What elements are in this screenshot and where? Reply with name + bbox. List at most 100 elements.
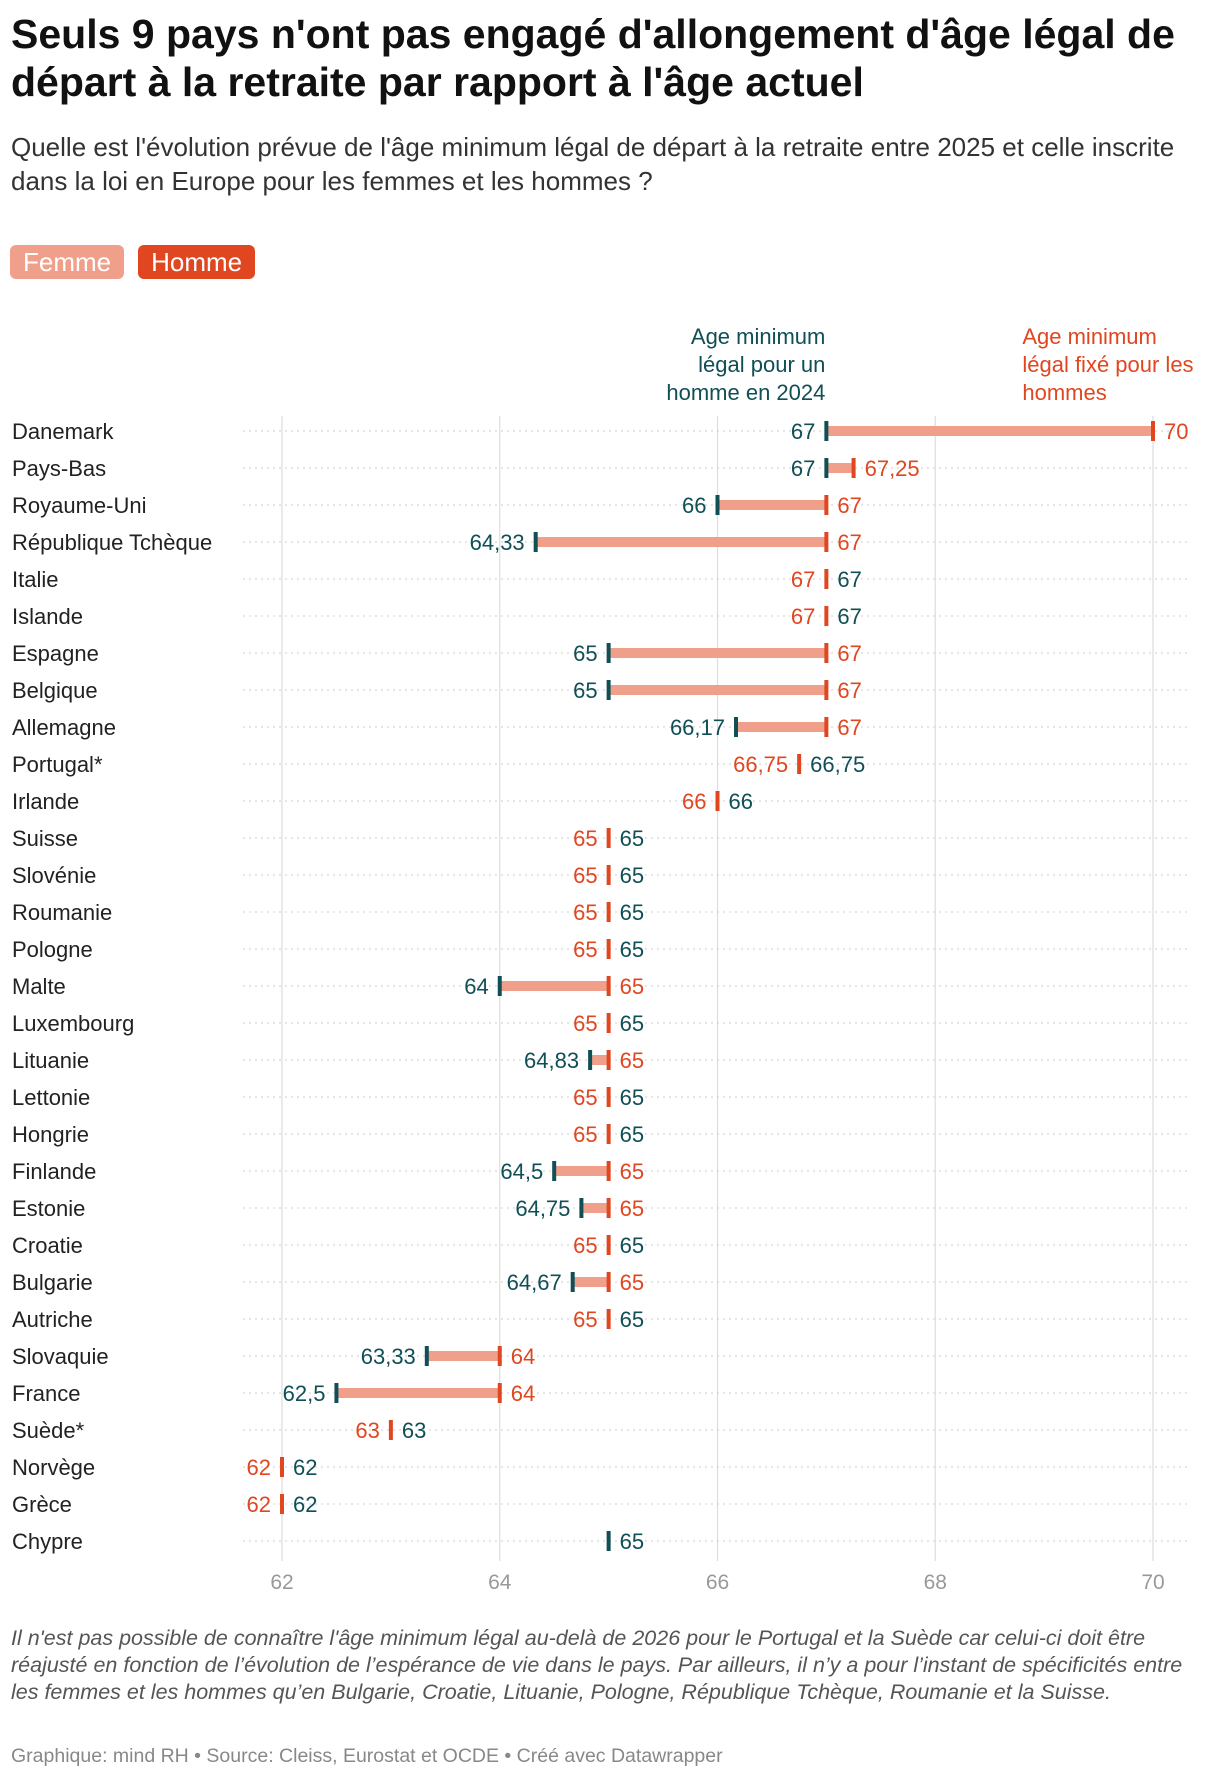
current-value-label: 67 — [837, 604, 861, 629]
target-marker — [280, 1457, 284, 1477]
target-value-label: 65 — [573, 826, 597, 851]
country-label: Allemagne — [12, 715, 116, 740]
target-marker — [497, 1346, 502, 1366]
legend-femme[interactable]: Femme — [10, 245, 125, 279]
current-marker — [606, 1531, 611, 1551]
target-marker — [606, 1087, 611, 1107]
current-value-label: 65 — [620, 863, 644, 888]
target-value-label: 63 — [355, 1418, 379, 1443]
current-value-label: 65 — [573, 678, 597, 703]
country-label: Portugal* — [12, 752, 103, 777]
current-marker — [497, 976, 502, 996]
current-marker — [588, 1050, 593, 1070]
current-value-label: 62,5 — [283, 1381, 326, 1406]
range-bar — [736, 722, 827, 732]
target-value-label: 67,25 — [865, 456, 920, 481]
legend: Femme Homme — [10, 245, 256, 279]
target-value-label: 62 — [247, 1455, 271, 1480]
source-footer: Graphique: mind RH • Source: Cleiss, Eur… — [11, 1745, 723, 1767]
target-marker — [388, 1420, 393, 1440]
legend-homme[interactable]: Homme — [138, 245, 256, 279]
annotation-current-line: Age minimum — [691, 324, 825, 349]
current-value-label: 63,33 — [361, 1344, 416, 1369]
country-label: République Tchèque — [12, 530, 212, 555]
target-value-label: 65 — [620, 1196, 644, 1221]
target-marker — [606, 1272, 611, 1292]
current-value-label: 67 — [837, 567, 861, 592]
country-label: Slovénie — [12, 863, 96, 888]
target-value-label: 66,75 — [733, 752, 788, 777]
target-marker — [824, 680, 829, 700]
country-label: Belgique — [12, 678, 98, 703]
target-value-label: 64 — [511, 1381, 535, 1406]
target-marker — [606, 939, 611, 959]
current-marker — [606, 680, 611, 700]
target-value-label: 65 — [573, 1085, 597, 1110]
target-marker — [606, 902, 611, 922]
target-marker — [606, 1050, 611, 1070]
x-tick-label: 68 — [924, 1571, 947, 1594]
chart-subtitle: Quelle est l'évolution prévue de l'âge m… — [11, 132, 1175, 196]
target-marker — [606, 1161, 611, 1181]
country-label: Pologne — [12, 937, 93, 962]
annotation-target-line: légal fixé pour les — [1022, 352, 1193, 377]
target-marker — [280, 1494, 284, 1514]
target-value-label: 67 — [837, 493, 861, 518]
range-bar — [581, 1203, 609, 1213]
target-value-label: 70 — [1164, 419, 1188, 444]
country-label: Suède* — [12, 1418, 85, 1443]
range-bar — [336, 1388, 500, 1398]
x-tick-label: 70 — [1141, 1571, 1164, 1594]
target-value-label: 65 — [573, 1233, 597, 1258]
current-marker — [715, 495, 720, 515]
range-bar — [590, 1055, 609, 1065]
country-label: Slovaquie — [12, 1344, 109, 1369]
target-value-label: 65 — [620, 974, 644, 999]
footnote: Il n'est pas possible de connaître l'âge… — [11, 1626, 1183, 1704]
target-value-label: 65 — [573, 863, 597, 888]
target-marker — [606, 1235, 611, 1255]
x-tick-label: 64 — [488, 1571, 512, 1594]
country-label: Chypre — [12, 1529, 83, 1554]
target-marker — [824, 717, 829, 737]
range-chart: 62 64 66 68 70 Age minimum légal pour un homme … — [12, 324, 1194, 1594]
range-bar — [717, 500, 827, 510]
current-marker — [552, 1161, 557, 1181]
country-label: Norvège — [12, 1455, 95, 1480]
country-label: Croatie — [12, 1233, 83, 1258]
annotation-target-line: hommes — [1022, 380, 1106, 405]
target-value-label: 67 — [837, 678, 861, 703]
current-marker — [824, 458, 829, 478]
target-marker — [606, 865, 611, 885]
target-value-label: 65 — [573, 900, 597, 925]
target-marker — [606, 1309, 611, 1329]
country-label: Hongrie — [12, 1122, 89, 1147]
current-marker — [334, 1383, 339, 1403]
current-value-label: 67 — [791, 419, 815, 444]
country-label: Luxembourg — [12, 1011, 134, 1036]
current-marker — [533, 532, 538, 552]
current-value-label: 65 — [620, 900, 644, 925]
current-value-label: 65 — [620, 937, 644, 962]
country-label: Pays-Bas — [12, 456, 106, 481]
target-marker — [606, 1198, 611, 1218]
current-value-label: 65 — [620, 1233, 644, 1258]
target-value-label: 67 — [837, 641, 861, 666]
target-marker — [797, 754, 802, 774]
target-marker — [606, 828, 611, 848]
range-bar — [608, 685, 827, 695]
target-marker — [1151, 421, 1155, 441]
target-value-label: 65 — [620, 1270, 644, 1295]
country-label: Islande — [12, 604, 83, 629]
target-marker — [606, 1124, 611, 1144]
target-value-label: 65 — [620, 1159, 644, 1184]
current-value-label: 64,5 — [500, 1159, 543, 1184]
x-tick-label: 66 — [706, 1571, 729, 1594]
country-label: Estonie — [12, 1196, 85, 1221]
chart-title: Seuls 9 pays n'ont pas engagé d'allongem… — [11, 11, 1175, 105]
annotation-current-line: homme en 2024 — [666, 380, 825, 405]
current-value-label: 62 — [293, 1492, 317, 1517]
country-label: Lituanie — [12, 1048, 89, 1073]
current-value-label: 66 — [729, 789, 753, 814]
country-label: Royaume-Uni — [12, 493, 147, 518]
